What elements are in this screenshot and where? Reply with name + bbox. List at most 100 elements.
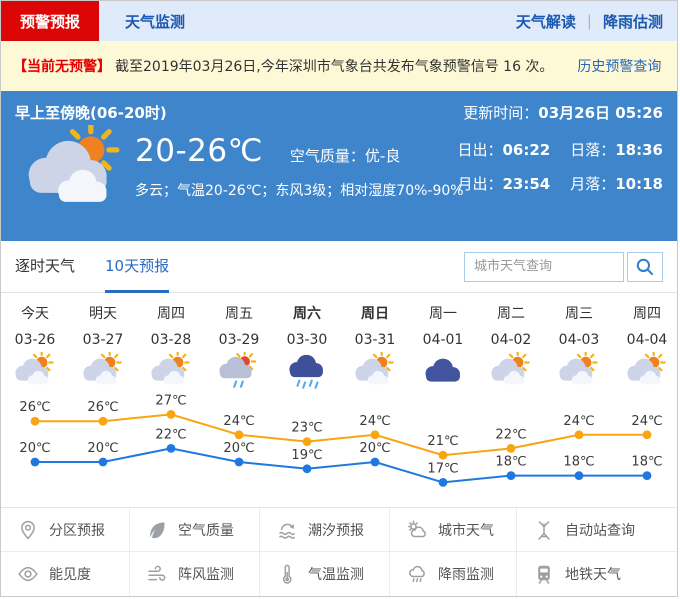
sun-clouds-icon	[545, 350, 613, 394]
tab-weather-monitor[interactable]: 天气监测	[124, 12, 185, 31]
footer-link-label: 自动站查询	[565, 522, 635, 539]
current-conditions-panel: 早上至傍晚(06-20时) 更新时间：03月26日 05:26 20-26℃ 空…	[1, 91, 677, 241]
forecast-day-column: 周三 04-03	[545, 293, 613, 394]
ten-day-forecast-section: 今天 03-26 明天 03-27 周四 03-28 周五 03-29 周六 03-30 周日 03-…	[1, 293, 677, 507]
link-rainfall-estimate[interactable]: 降雨估测	[602, 12, 663, 31]
alert-banner: 【当前无预警】 截至2019年03月26日,今年深圳市气象台共发布气象预警信号 …	[1, 41, 677, 91]
svg-text:24℃: 24℃	[563, 414, 594, 429]
footer-link-city-weather[interactable]: 城市天气	[390, 508, 517, 552]
sun-cloud-rain-icon	[205, 349, 273, 394]
forecast-day-column: 今天 03-26	[1, 293, 69, 394]
air-quality-label: 空气质量：	[289, 147, 365, 165]
day-date: 03-27	[82, 332, 124, 348]
svg-text:18℃: 18℃	[563, 455, 594, 470]
footer-link-label: 阵风监测	[178, 567, 234, 583]
forecast-day-column: 周一 04-01	[409, 293, 477, 394]
footer-link-label: 空气质量	[178, 522, 234, 539]
forecast-tabs-row: 逐时天气 10天预报	[1, 241, 677, 293]
footer-link-rainfall-monitor[interactable]: 降雨监测	[390, 552, 517, 596]
alert-text: 截至2019年03月26日,今年深圳市气象台共发布气象预警信号 16 次。	[115, 59, 554, 75]
day-name: 明天	[89, 306, 117, 322]
tide-icon	[276, 519, 298, 541]
day-name: 周一	[429, 306, 457, 322]
forecast-day-column: 周二 04-02	[477, 293, 545, 394]
svg-text:18℃: 18℃	[631, 455, 662, 470]
air-quality-value: 优-良	[364, 147, 401, 165]
day-date: 04-03	[558, 332, 600, 348]
svg-text:19℃: 19℃	[291, 448, 322, 463]
moonset-time: 月落：10:18	[570, 175, 663, 193]
svg-text:20℃: 20℃	[19, 441, 50, 456]
search-button[interactable]	[627, 251, 663, 282]
footer-link-auto-station-query[interactable]: 自动站查询	[517, 508, 677, 552]
sun-clouds-icon	[341, 350, 409, 394]
svg-text:26℃: 26℃	[87, 400, 118, 415]
metro-icon	[533, 563, 555, 585]
footer-link-metro-weather[interactable]: 地铁天气	[517, 552, 677, 596]
footer-link-label: 能见度	[49, 567, 91, 583]
update-time-label: 更新时间：	[463, 104, 539, 122]
footer-link-visibility[interactable]: 能见度	[1, 552, 130, 596]
footer-link-temperature-monitor[interactable]: 气温监测	[260, 552, 390, 596]
footer-link-tide-forecast[interactable]: 潮汐预报	[260, 508, 390, 552]
footer-link-zone-forecast[interactable]: 分区预报	[1, 508, 130, 552]
sun-clouds-icon	[1, 350, 69, 394]
sun-clouds-icon	[69, 350, 137, 394]
day-date: 04-02	[490, 332, 532, 348]
svg-text:22℃: 22℃	[155, 427, 186, 442]
sunset-time: 日落：18:36	[570, 141, 663, 159]
city-weather-icon	[406, 519, 428, 541]
alert-status-badge: 【当前无预警】	[13, 59, 111, 75]
day-name: 周五	[225, 306, 253, 322]
svg-text:21℃: 21℃	[427, 434, 458, 449]
day-date: 03-26	[14, 332, 56, 348]
forecast-day-column: 明天 03-27	[69, 293, 137, 394]
day-name: 周六	[293, 306, 321, 322]
forecast-day-column: 周五 03-29	[205, 293, 273, 394]
forecast-day-column: 周日 03-31	[341, 293, 409, 394]
sun-clouds-icon	[477, 350, 545, 394]
search-icon	[635, 257, 655, 277]
day-name: 周四	[157, 306, 185, 322]
day-date: 03-29	[218, 332, 260, 348]
footer-link-gust-monitor[interactable]: 阵风监测	[130, 552, 260, 596]
forecast-day-column: 周四 04-04	[613, 293, 677, 394]
day-name: 周日	[361, 306, 389, 322]
top-nav: 预警预报 天气监测 天气解读 | 降雨估测	[1, 1, 677, 41]
forecast-period: 早上至傍晚(06-20时)	[15, 104, 167, 122]
moonrise-time: 月出：23:54	[457, 175, 551, 193]
leaf-icon	[146, 519, 168, 541]
link-weather-interpretation[interactable]: 天气解读	[515, 12, 576, 31]
tab-10day-forecast[interactable]: 10天预报	[105, 241, 170, 293]
quick-links-grid: 分区预报 空气质量 潮汐预报 城市天气 自动站查询能见度 阵风监测 气温监测 降雨监测 地铁天气	[1, 507, 677, 596]
footer-link-air-quality[interactable]: 空气质量	[130, 508, 260, 552]
svg-text:17℃: 17℃	[427, 461, 458, 476]
day-name: 周四	[633, 306, 661, 322]
sun-clouds-icon	[613, 350, 677, 394]
svg-text:24℃: 24℃	[631, 414, 662, 429]
dark-cloud-icon	[409, 352, 477, 394]
forecast-day-columns: 今天 03-26 明天 03-27 周四 03-28 周五 03-29 周六 03-30 周日 03-…	[1, 293, 677, 394]
city-weather-search-input[interactable]	[464, 251, 624, 282]
tab-hourly-weather[interactable]: 逐时天气	[15, 256, 76, 275]
map-pin-icon	[17, 519, 39, 541]
svg-text:26℃: 26℃	[19, 400, 50, 415]
sun-clouds-icon	[137, 350, 205, 394]
sun-moon-times: 日出：06:22 日落：18:36 月出：23:54 月落：10:18	[457, 125, 663, 224]
update-time: 更新时间：03月26日 05:26	[463, 102, 663, 123]
thermometer-icon	[276, 563, 298, 585]
station-icon	[533, 519, 555, 541]
footer-link-label: 降雨监测	[438, 567, 494, 583]
history-warning-query-link[interactable]: 历史预警查询	[577, 59, 662, 75]
air-quality: 空气质量：优-良	[290, 145, 400, 166]
svg-text:18℃: 18℃	[495, 455, 526, 470]
tab-warning-forecast[interactable]: 预警预报	[1, 1, 99, 41]
current-weather-icon	[15, 121, 127, 224]
day-date: 04-04	[626, 332, 668, 348]
footer-link-label: 潮汐预报	[308, 522, 364, 539]
svg-text:24℃: 24℃	[223, 414, 254, 429]
day-date: 03-31	[354, 332, 396, 348]
wind-icon	[146, 563, 168, 585]
svg-text:22℃: 22℃	[495, 427, 526, 442]
